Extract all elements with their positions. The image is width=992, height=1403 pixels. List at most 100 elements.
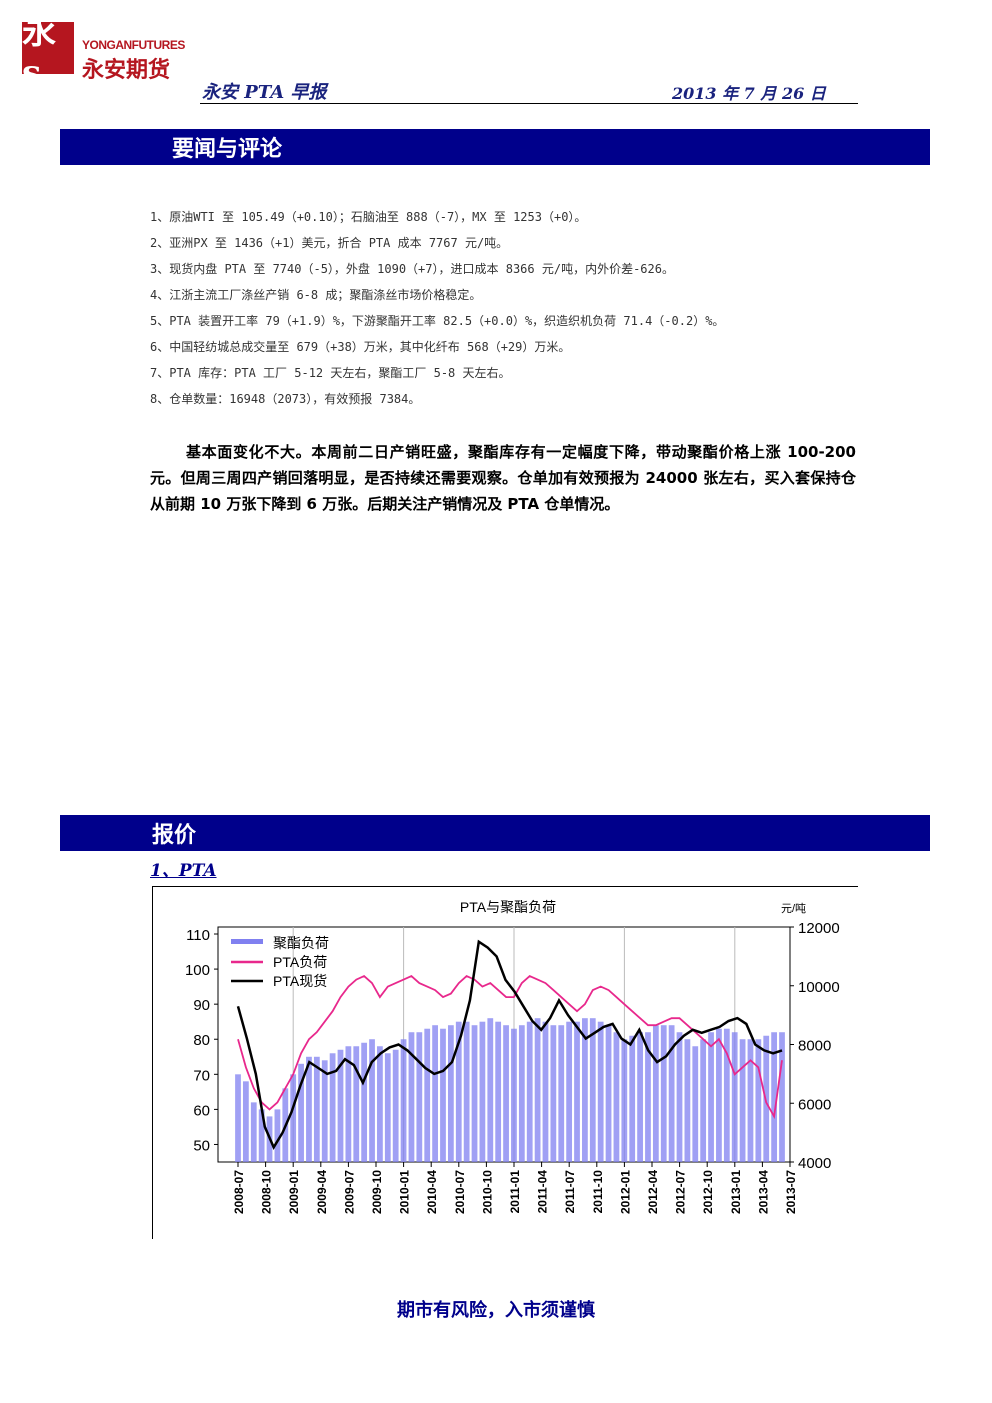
- section-header-news: 要闻与评论: [60, 129, 930, 165]
- market-commentary: 基本面变化不大。本周前二日产销旺盛，聚酯库存有一定幅度下降，带动聚酯价格上涨 1…: [150, 443, 856, 513]
- bar-polyester-load: [582, 1018, 588, 1162]
- x-tick-label: 2008-10: [260, 1170, 274, 1214]
- bar-polyester-load: [723, 1028, 730, 1162]
- bar-polyester-load: [408, 1032, 415, 1162]
- report-date: 2013 年 7 月 26 日: [672, 84, 826, 103]
- y-tick-label: 90: [193, 997, 210, 1014]
- bar-polyester-load: [739, 1039, 746, 1162]
- x-tick-label: 2012-01: [618, 1170, 632, 1214]
- y-tick-label: 100: [185, 962, 210, 979]
- x-tick-label: 2012-04: [646, 1170, 660, 1214]
- bar-polyester-load: [361, 1042, 368, 1162]
- x-tick-label: 2011-01: [508, 1170, 522, 1214]
- y-tick-label: 60: [193, 1102, 210, 1119]
- bar-polyester-load: [369, 1039, 375, 1162]
- bar-polyester-load: [511, 1028, 517, 1162]
- bar-polyester-load: [274, 1109, 281, 1162]
- y2-tick-label: 6000: [798, 1096, 831, 1113]
- bar-polyester-load: [550, 1025, 557, 1162]
- bar-polyester-load: [455, 1021, 462, 1162]
- bar-polyester-load: [621, 1039, 628, 1162]
- bar-polyester-load: [629, 1035, 636, 1162]
- bar-polyester-load: [353, 1046, 360, 1162]
- bar-polyester-load: [432, 1025, 438, 1162]
- bar-polyester-load: [566, 1021, 573, 1162]
- bar-polyester-load: [258, 1109, 265, 1162]
- y2-axis-unit: 元/吨: [781, 902, 806, 915]
- legend-label: PTA现货: [273, 973, 327, 989]
- x-tick-label: 2012-10: [701, 1170, 715, 1214]
- risk-disclaimer: 期市有风险，入市须谨慎: [397, 1300, 595, 1321]
- bar-polyester-load: [329, 1053, 336, 1162]
- x-tick-label: 2011-07: [563, 1170, 577, 1214]
- chart-title: PTA与聚酯负荷: [460, 899, 556, 915]
- bar-polyester-load: [471, 1025, 478, 1162]
- y2-tick-label: 12000: [798, 920, 840, 937]
- bar-polyester-load: [503, 1025, 509, 1162]
- bar-polyester-load: [668, 1025, 675, 1162]
- bar-polyester-load: [416, 1032, 423, 1162]
- news-item: 5、PTA 装置开工率 79（+1.9）%，下游聚酯开工率 82.5（+0.0）…: [150, 314, 725, 328]
- line-pta-load: [237, 975, 783, 1120]
- bar-polyester-load: [605, 1025, 612, 1162]
- bar-polyester-load: [290, 1074, 297, 1162]
- bar-polyester-load: [337, 1049, 344, 1162]
- bar-polyester-load: [637, 1032, 643, 1162]
- bar-polyester-load: [645, 1032, 651, 1162]
- header-divider: [200, 103, 858, 104]
- x-tick-label: 2010-10: [480, 1170, 494, 1214]
- news-list: 1、原油WTI 至 105.49（+0.10）；石脑油至 888（-7），MX …: [150, 204, 724, 412]
- bar-polyester-load: [716, 1028, 722, 1162]
- news-item: 2、亚洲PX 至 1436（+1）美元，折合 PTA 成本 7767 元/吨。: [150, 236, 509, 250]
- news-item: 4、江浙主流工厂涤丝产销 6-8 成；聚酯涤丝市场价格稳定。: [150, 288, 482, 302]
- bar-polyester-load: [589, 1018, 596, 1162]
- x-tick-label: 2013-01: [729, 1170, 743, 1214]
- y2-tick-label: 4000: [798, 1155, 831, 1172]
- bar-polyester-load: [424, 1028, 431, 1162]
- bar-polyester-load: [306, 1056, 312, 1162]
- bar-polyester-load: [692, 1046, 699, 1162]
- legend-label: 聚酯负荷: [273, 935, 329, 951]
- bar-polyester-load: [518, 1025, 525, 1162]
- news-item: 7、PTA 库存：PTA 工厂 5-12 天左右，聚酯工厂 5-8 天左右。: [150, 366, 511, 380]
- bar-polyester-load: [235, 1074, 241, 1162]
- bar-polyester-load: [313, 1056, 320, 1162]
- bar-polyester-load: [400, 1039, 407, 1162]
- x-tick-label: 2013-04: [756, 1170, 770, 1214]
- y2-tick-label: 8000: [798, 1038, 831, 1055]
- x-tick-label: 2008-07: [232, 1170, 246, 1214]
- company-logo-mark: 永s: [22, 12, 74, 93]
- bar-polyester-load: [392, 1049, 399, 1162]
- legend-label: PTA负荷: [273, 954, 327, 970]
- bar-polyester-load: [779, 1032, 785, 1162]
- company-logo-chinese: 永安期货: [82, 58, 171, 83]
- bar-polyester-load: [747, 1039, 754, 1162]
- bar-polyester-load: [652, 1025, 659, 1162]
- bar-polyester-load: [558, 1025, 565, 1162]
- x-tick-label: 2013-07: [784, 1170, 798, 1214]
- x-tick-label: 2009-04: [315, 1170, 329, 1214]
- report-title: 永安 PTA 早报: [202, 82, 327, 103]
- bar-polyester-load: [526, 1021, 533, 1162]
- section-header-quote: 报价: [60, 815, 930, 851]
- bar-polyester-load: [440, 1028, 446, 1162]
- bar-polyester-load: [495, 1021, 502, 1162]
- x-tick-label: 2010-01: [398, 1170, 412, 1214]
- bar-polyester-load: [574, 1021, 580, 1162]
- y-tick-label: 70: [193, 1067, 210, 1084]
- bar-polyester-load: [377, 1046, 383, 1162]
- x-tick-label: 2012-07: [674, 1170, 688, 1214]
- pta-polyester-load-chart: PTA与聚酯负荷 元/吨 2008-07 2008-10 2009-01 2009-04 2…: [185, 899, 840, 1214]
- bar-polyester-load: [345, 1046, 352, 1162]
- y2-tick-label: 10000: [798, 979, 840, 996]
- x-tick-label: 2011-04: [536, 1170, 550, 1214]
- x-tick-label: 2009-01: [287, 1170, 301, 1214]
- bar-polyester-load: [479, 1021, 486, 1162]
- bar-polyester-load: [684, 1039, 691, 1162]
- bar-polyester-load: [298, 1063, 304, 1162]
- y-tick-label: 50: [193, 1137, 210, 1154]
- company-logo-english: YONGANFUTURES: [82, 38, 185, 52]
- news-item: 6、中国轻纺城总成交量至 679（+38）万米，其中化纤布 568（+29）万米…: [150, 340, 571, 354]
- bar-polyester-load: [534, 1018, 541, 1162]
- bar-polyester-load: [700, 1039, 707, 1162]
